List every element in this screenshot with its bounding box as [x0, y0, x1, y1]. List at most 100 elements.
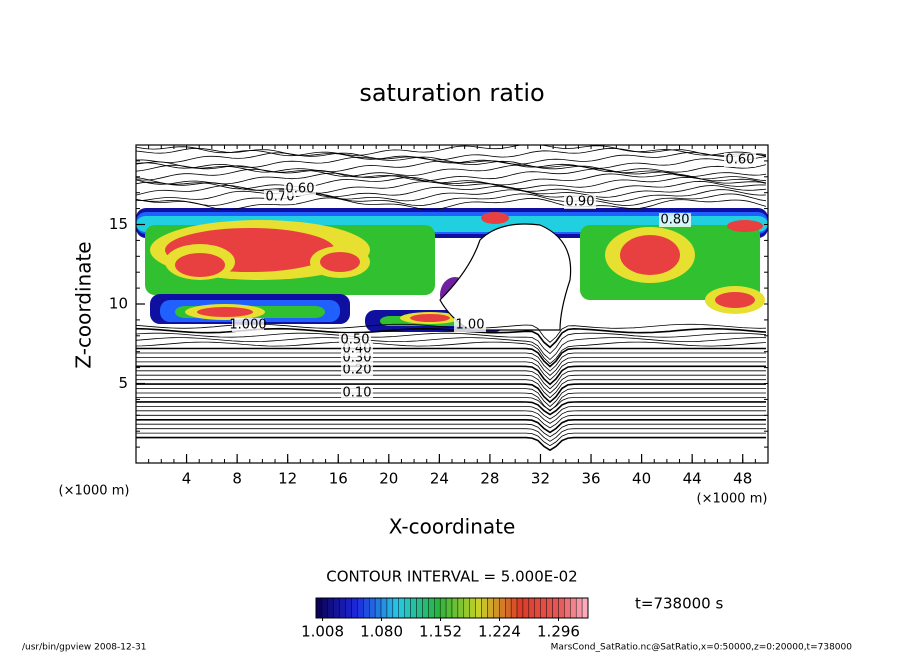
- colorbar-cell: [321, 597, 329, 619]
- contour-label-bg: [341, 363, 373, 377]
- colorbar-cell: [434, 597, 441, 619]
- field: [136, 145, 768, 452]
- dry-region: [439, 223, 572, 331]
- colorbar-cell: [487, 597, 494, 619]
- contour-label-bg: [724, 153, 756, 167]
- colorbar-cell: [463, 597, 470, 619]
- colorbar-tick-label: 1.008: [301, 623, 344, 641]
- colorbar-cell: [416, 597, 423, 619]
- x-tick-label: 20: [379, 470, 398, 488]
- x-tick-label: 4: [182, 470, 192, 488]
- colorbar-cell: [369, 597, 376, 619]
- contour-label-bg: [339, 333, 371, 347]
- contour-label: 0.60: [726, 153, 755, 168]
- chart-title: saturation ratio: [359, 79, 544, 107]
- contour-line: [136, 392, 766, 412]
- colorbar-cell: [315, 597, 323, 619]
- contour-line: [136, 397, 766, 411]
- time-label: t=738000 s: [635, 595, 723, 613]
- colorbar-cell: [564, 597, 571, 619]
- contour-line: [136, 147, 767, 161]
- colorbar-cell: [493, 597, 500, 619]
- contour-line: [136, 361, 766, 381]
- colorbar-cell: [357, 597, 364, 619]
- field-blob: [620, 235, 680, 275]
- contour-line: [136, 184, 767, 198]
- colorbar-frame: [315, 597, 589, 619]
- contour-label-bg: [564, 195, 596, 209]
- colorbar-cell: [351, 597, 358, 619]
- colorbar-cell: [345, 597, 352, 619]
- contour-line: [136, 432, 766, 447]
- contour-line: [136, 357, 766, 376]
- colorbar-cell: [439, 597, 447, 619]
- contour-line: [136, 423, 766, 438]
- colorbar-cell: [522, 597, 530, 619]
- x-tick-label: 32: [531, 470, 550, 488]
- y-unit: (×1000 m): [59, 484, 130, 499]
- contour-line: [136, 145, 767, 157]
- contour-line: [136, 406, 766, 420]
- colorbar-cell: [363, 597, 370, 619]
- colorbar-cell: [534, 597, 541, 619]
- contour-line: [136, 383, 766, 404]
- contour-line: [136, 152, 767, 165]
- colorbar-cell: [327, 597, 334, 619]
- colorbar-cell: [451, 597, 459, 619]
- x-tick-label: 16: [329, 470, 348, 488]
- colorbar-cell: [475, 597, 482, 619]
- colorbar-cell: [558, 597, 565, 619]
- contour-label-bg: [659, 213, 691, 227]
- field-blob: [320, 252, 360, 272]
- colorbar-cell: [516, 597, 524, 619]
- y-tick-label: 15: [109, 215, 128, 233]
- contour-line: [136, 365, 766, 386]
- colorbar-cell: [505, 597, 512, 619]
- contour-line: [136, 172, 767, 186]
- contour-label: 0.80: [661, 213, 690, 228]
- colorbar-cell: [575, 597, 583, 619]
- contour-line: [136, 337, 767, 361]
- contour-label: 0.90: [566, 195, 595, 210]
- y-tick-label: 10: [109, 295, 128, 313]
- colorbar-tick-label: 1.080: [360, 623, 403, 641]
- colorbar-cell: [428, 597, 435, 619]
- colorbar-cell: [528, 597, 535, 619]
- contour-label: 0.20: [343, 363, 372, 378]
- colorbar-cell: [581, 597, 589, 619]
- contour-line: [136, 436, 766, 452]
- contour-line: [136, 388, 766, 408]
- colorbar-cell: [410, 597, 417, 619]
- colorbar-cell: [546, 597, 553, 619]
- contour-line: [136, 189, 767, 202]
- colorbar-cell: [469, 597, 476, 619]
- colorbar-tick-label: 1.224: [478, 623, 521, 641]
- contour-line: [136, 332, 767, 355]
- colorbar-cell: [422, 597, 429, 619]
- colorbar-cell: [374, 597, 382, 619]
- colorbar-cell: [380, 597, 388, 619]
- field-blob: [715, 292, 755, 308]
- colorbar-cell: [510, 597, 518, 619]
- contour-label: 0.60: [286, 182, 315, 197]
- x-tick-label: 8: [232, 470, 242, 488]
- colorbar-tick-label: 1.296: [537, 623, 580, 641]
- field-blob: [481, 212, 509, 224]
- contour-line: [136, 370, 766, 390]
- contour-line: [136, 193, 767, 206]
- field-blob: [197, 307, 253, 317]
- y-axis-label: Z-coordinate: [72, 241, 96, 368]
- contour-line: [136, 180, 767, 194]
- colorbar-cell: [445, 597, 453, 619]
- colorbar-cell: [404, 597, 411, 619]
- x-tick-label: 48: [733, 470, 752, 488]
- footer-left: /usr/bin/gpview 2008-12-31: [22, 643, 146, 653]
- colorbar-cell: [392, 597, 399, 619]
- field-blob: [175, 253, 225, 277]
- contour-label-bg: [341, 386, 373, 400]
- colorbar-cell: [398, 597, 405, 619]
- y-tick-label: 5: [118, 374, 128, 392]
- contour-line: [136, 401, 766, 416]
- x-tick-label: 12: [278, 470, 297, 488]
